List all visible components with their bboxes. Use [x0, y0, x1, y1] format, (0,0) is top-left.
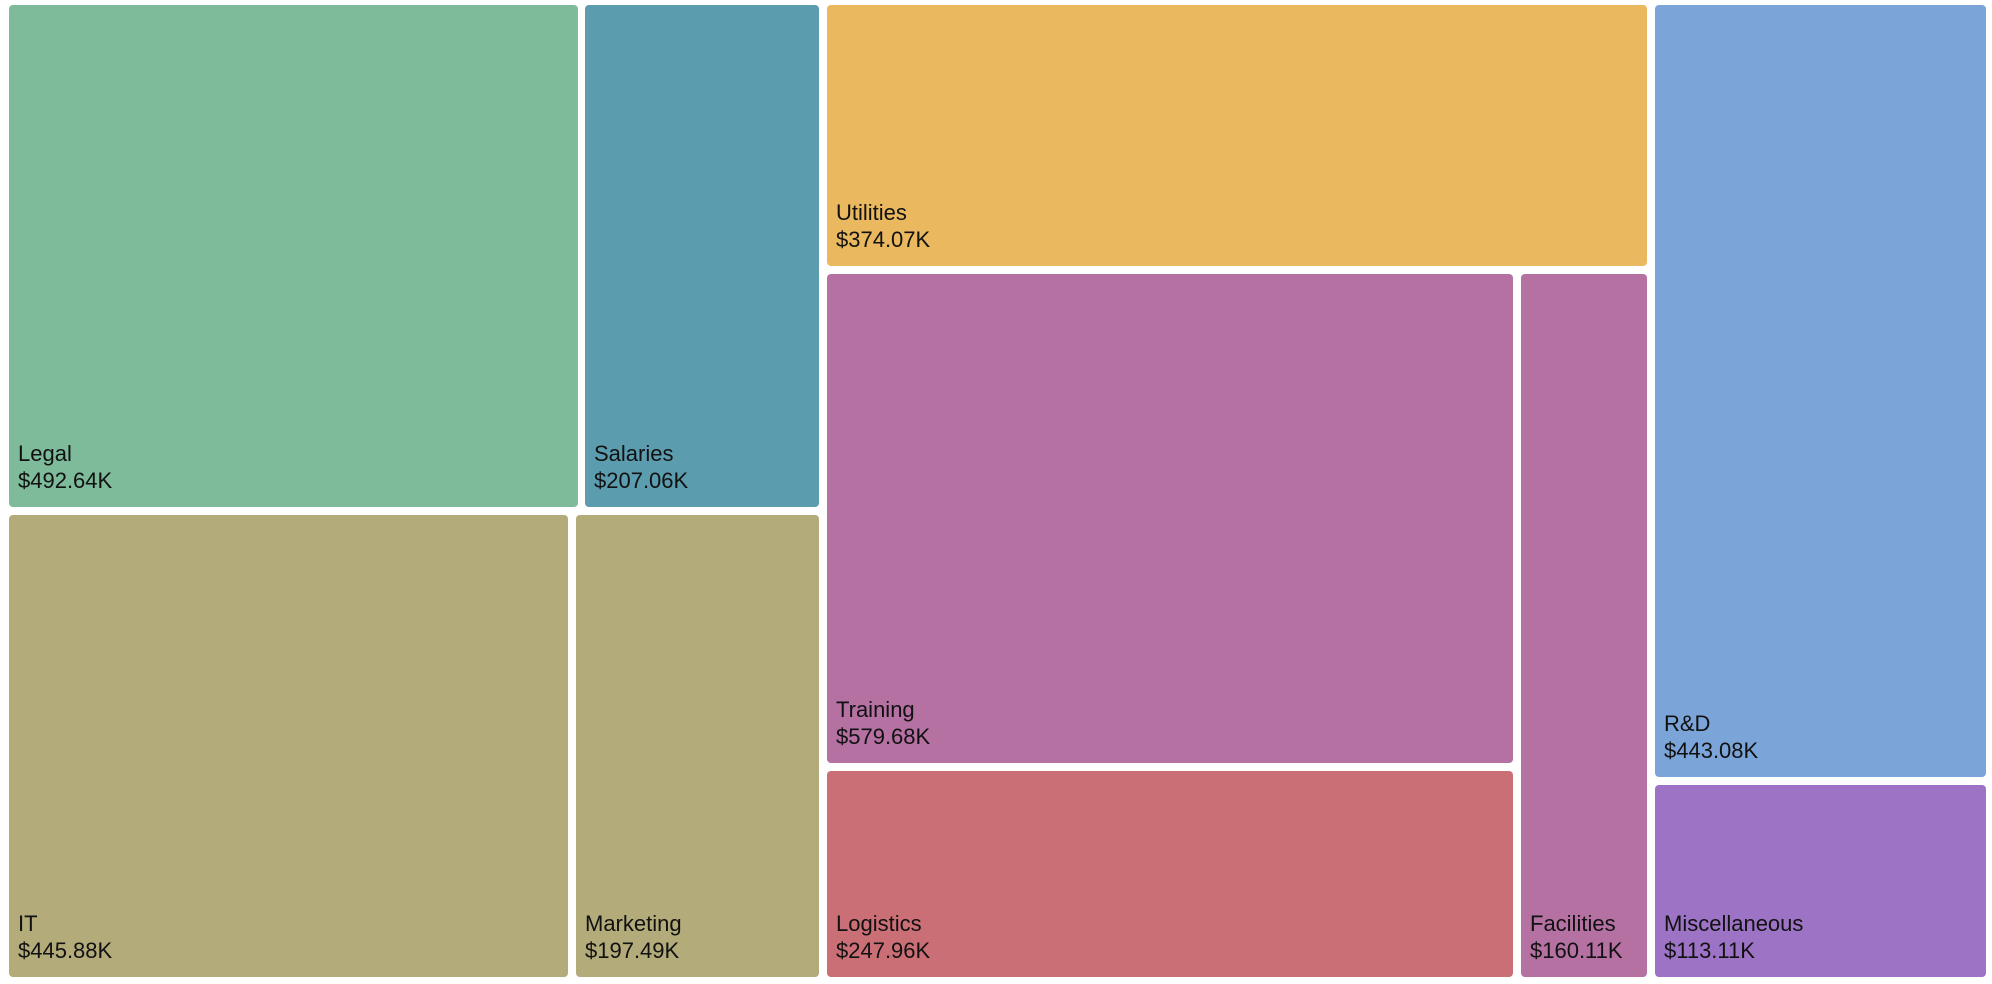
tile-legal[interactable]: Legal $492.64K: [9, 5, 578, 507]
tile-value: $492.64K: [18, 468, 113, 493]
tile-label-group: IT $445.88K: [18, 910, 112, 964]
tile-name: Legal: [18, 441, 72, 466]
tile-name: Facilities: [1530, 911, 1616, 936]
tile-value: $160.11K: [1530, 938, 1623, 963]
tile-label-group: Marketing $197.49K: [585, 910, 682, 964]
tile-label-group: Facilities $160.11K: [1530, 910, 1623, 964]
tile-label-group: Legal $492.64K: [18, 440, 112, 494]
tile-salaries[interactable]: Salaries $207.06K: [585, 5, 819, 507]
tile-value: $207.06K: [594, 468, 689, 493]
tile-label-group: Training $579.68K: [836, 696, 930, 750]
tile-training[interactable]: Training $579.68K: [827, 274, 1513, 763]
tile-value: $247.96K: [836, 938, 931, 963]
tile-label-group: Miscellaneous $113.11K: [1664, 910, 1803, 964]
tile-value: $374.07K: [836, 227, 931, 252]
tile-value: $113.11K: [1664, 938, 1755, 963]
tile-utilities[interactable]: Utilities $374.07K: [827, 5, 1647, 266]
tile-it[interactable]: IT $445.88K: [9, 515, 568, 977]
tile-value: $443.08K: [1664, 738, 1759, 763]
tile-name: Training: [836, 697, 915, 722]
tile-label-group: Utilities $374.07K: [836, 199, 930, 253]
tile-name: R&D: [1664, 711, 1711, 736]
tile-marketing[interactable]: Marketing $197.49K: [576, 515, 819, 977]
tile-name: IT: [18, 911, 38, 936]
tile-label-group: Logistics $247.96K: [836, 910, 930, 964]
tile-label-group: R&D $443.08K: [1664, 710, 1758, 764]
tile-name: Marketing: [585, 911, 682, 936]
tile-facilities[interactable]: Facilities $160.11K: [1521, 274, 1647, 977]
tile-name: Logistics: [836, 911, 922, 936]
tile-name: Miscellaneous: [1664, 911, 1804, 936]
tile-value: $579.68K: [836, 724, 931, 749]
tile-randd[interactable]: R&D $443.08K: [1655, 5, 1986, 777]
tile-name: Utilities: [836, 200, 907, 225]
tile-label-group: Salaries $207.06K: [594, 440, 688, 494]
tile-value: $445.88K: [18, 938, 113, 963]
tile-value: $197.49K: [585, 938, 680, 963]
tile-logistics[interactable]: Logistics $247.96K: [827, 771, 1513, 977]
tile-name: Salaries: [594, 441, 674, 466]
tile-miscellaneous[interactable]: Miscellaneous $113.11K: [1655, 785, 1986, 977]
